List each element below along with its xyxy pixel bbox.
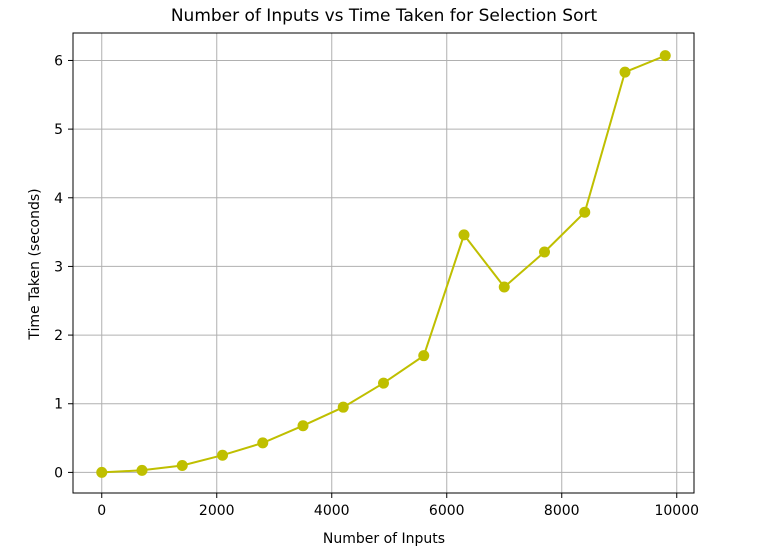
- y-tick-label: 1: [54, 397, 63, 413]
- data-point: [257, 437, 269, 449]
- data-point: [619, 66, 631, 78]
- x-tick-label: 10000: [654, 503, 699, 519]
- y-tick-label: 6: [54, 53, 63, 69]
- data-point: [96, 466, 108, 478]
- series-line: [101, 54, 666, 474]
- y-tick-label: 4: [54, 191, 63, 207]
- data-point: [337, 401, 349, 413]
- data-point: [458, 229, 470, 241]
- x-tick-label: 8000: [544, 503, 580, 519]
- data-point: [176, 460, 188, 472]
- data-point: [297, 420, 309, 432]
- data-point: [217, 449, 228, 461]
- y-tick-label: 2: [54, 328, 63, 344]
- data-point: [136, 464, 148, 476]
- y-tick-label: 3: [54, 259, 63, 275]
- series-layer: [96, 50, 671, 478]
- axis-ticks: 0 2000 4000 6000 8000 10000 0 1 2 3 4 5 6: [54, 53, 699, 519]
- chart-title: Number of Inputs vs Time Taken for Selec…: [171, 6, 598, 26]
- x-tick-label: 2000: [199, 503, 235, 519]
- y-tick-label: 5: [54, 122, 63, 138]
- plot-frame: [72, 32, 695, 494]
- x-tick-label: 4000: [314, 503, 350, 519]
- data-point: [579, 206, 591, 218]
- data-point: [498, 281, 510, 293]
- x-axis-label: Number of Inputs: [323, 531, 445, 547]
- grid-lines: [73, 33, 694, 493]
- data-point: [659, 50, 671, 62]
- data-point: [539, 246, 550, 258]
- data-point: [378, 377, 389, 389]
- y-tick-label: 0: [54, 465, 63, 481]
- y-axis-label: Time Taken (seconds): [27, 188, 43, 340]
- x-tick-label: 6000: [429, 503, 465, 519]
- data-point: [418, 350, 430, 362]
- x-tick-label: 0: [97, 503, 106, 519]
